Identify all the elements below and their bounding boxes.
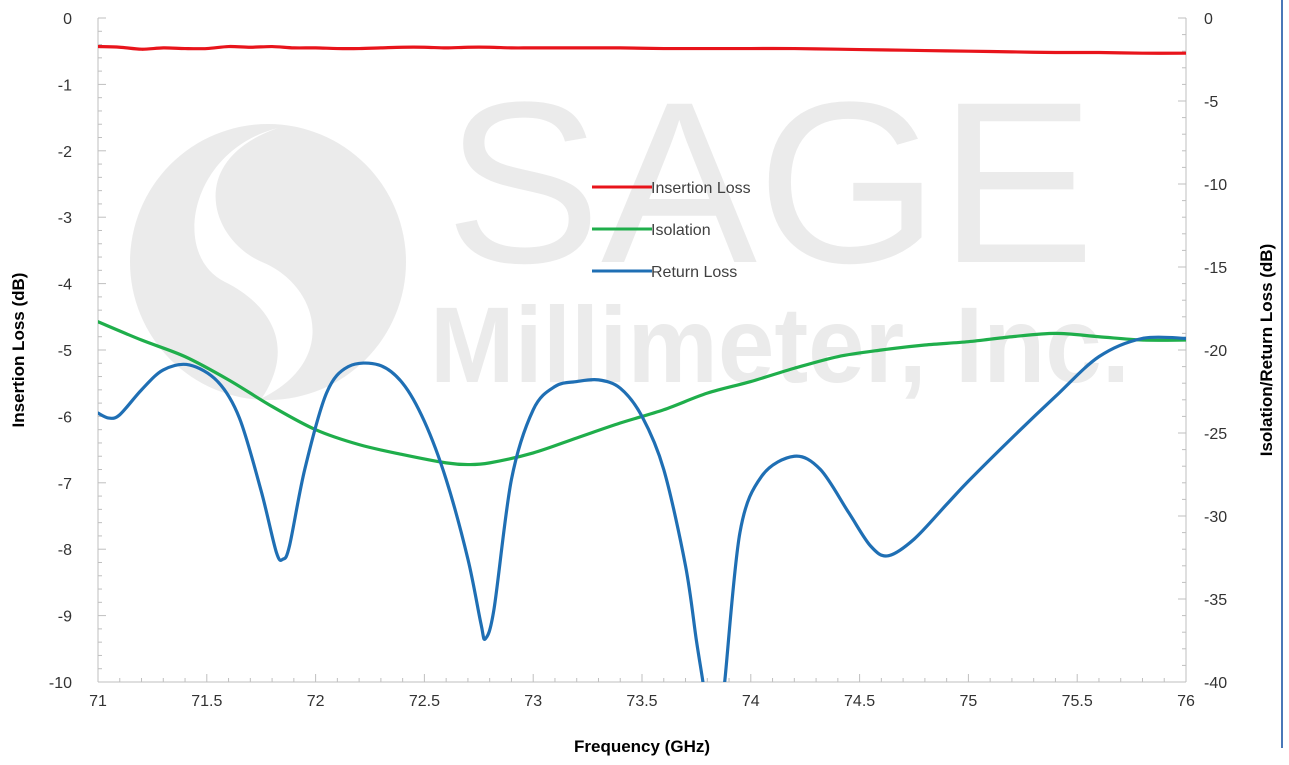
x-tick-label: 74.5 (844, 693, 875, 710)
watermark-subtitle-text: Millimeter, Inc. (430, 284, 1130, 405)
y-axis-left-title: Insertion Loss (dB) (9, 273, 28, 428)
x-tick-label: 71.5 (191, 693, 222, 710)
y-left-tick-label: -9 (58, 609, 72, 626)
y-right-tick-label: -15 (1204, 260, 1227, 277)
series-line-insertion-loss (98, 44, 1186, 55)
x-tick-label: 75.5 (1062, 693, 1093, 710)
y-left-tick-label: -7 (58, 476, 72, 493)
legend-label-return-loss: Return Loss (651, 264, 737, 281)
y-right-tick-label: -10 (1204, 177, 1227, 194)
y-axis-right-title: Isolation/Return Loss (dB) (1257, 244, 1276, 457)
minor-ticks (97, 17, 1187, 683)
y-right-tick-label: -25 (1204, 426, 1227, 443)
watermark: SAGE Millimeter, Inc. (130, 54, 1130, 405)
legend-label-insertion-loss: Insertion Loss (651, 180, 751, 197)
x-tick-label: 73.5 (626, 693, 657, 710)
y-left-tick-label: 0 (63, 11, 72, 28)
x-axis-title: Frequency (GHz) (574, 737, 710, 756)
series-lines (98, 44, 1186, 682)
y-right-tick-label: -30 (1204, 509, 1227, 526)
frame-border (1281, 0, 1283, 748)
x-tick-labels: 71 71.5 72 72.5 73 73.5 74 74.5 75 75.5 76 (89, 693, 1195, 710)
series-line-isolation (98, 320, 1186, 467)
y-right-tick-label: -35 (1204, 592, 1227, 609)
x-tick-label: 72.5 (409, 693, 440, 710)
watermark-logo-circle (130, 124, 406, 400)
y-left-tick-label: -5 (58, 343, 72, 360)
y-right-tick-label: -20 (1204, 343, 1227, 360)
watermark-brand-text: SAGE (445, 54, 1095, 311)
y-left-tick-labels: 0 -1 -2 -3 -4 -5 -6 -7 -8 -9 -10 (49, 11, 72, 692)
x-tick-label: 76 (1177, 693, 1195, 710)
y-right-tick-label: 0 (1204, 11, 1213, 28)
axes: 71 71.5 72 72.5 73 73.5 74 74.5 75 75.5 76 0 -1 -2 -3… (49, 11, 1227, 710)
y-left-tick-label: -2 (58, 144, 72, 161)
y-right-tick-label: -5 (1204, 94, 1218, 111)
y-left-tick-label: -8 (58, 542, 72, 559)
y-left-tick-label: -4 (58, 277, 72, 294)
legend: Insertion Loss Isolation Return Loss (592, 180, 751, 281)
x-tick-label: 74 (742, 693, 760, 710)
y-left-tick-label: -1 (58, 77, 72, 94)
y-right-tick-labels: 0 -5 -10 -15 -20 -25 -30 -35 -40 (1204, 11, 1227, 692)
y-left-tick-label: -6 (58, 409, 72, 426)
x-tick-label: 73 (524, 693, 542, 710)
y-left-tick-label: -3 (58, 210, 72, 227)
series-line-return-loss (98, 335, 1186, 682)
x-tick-label: 71 (89, 693, 107, 710)
x-tick-label: 75 (960, 693, 978, 710)
legend-label-isolation: Isolation (651, 222, 711, 239)
y-right-tick-label: -40 (1204, 675, 1227, 692)
y-left-tick-label: -10 (49, 675, 72, 692)
x-tick-label: 72 (307, 693, 325, 710)
watermark-logo-swirl (194, 128, 313, 398)
